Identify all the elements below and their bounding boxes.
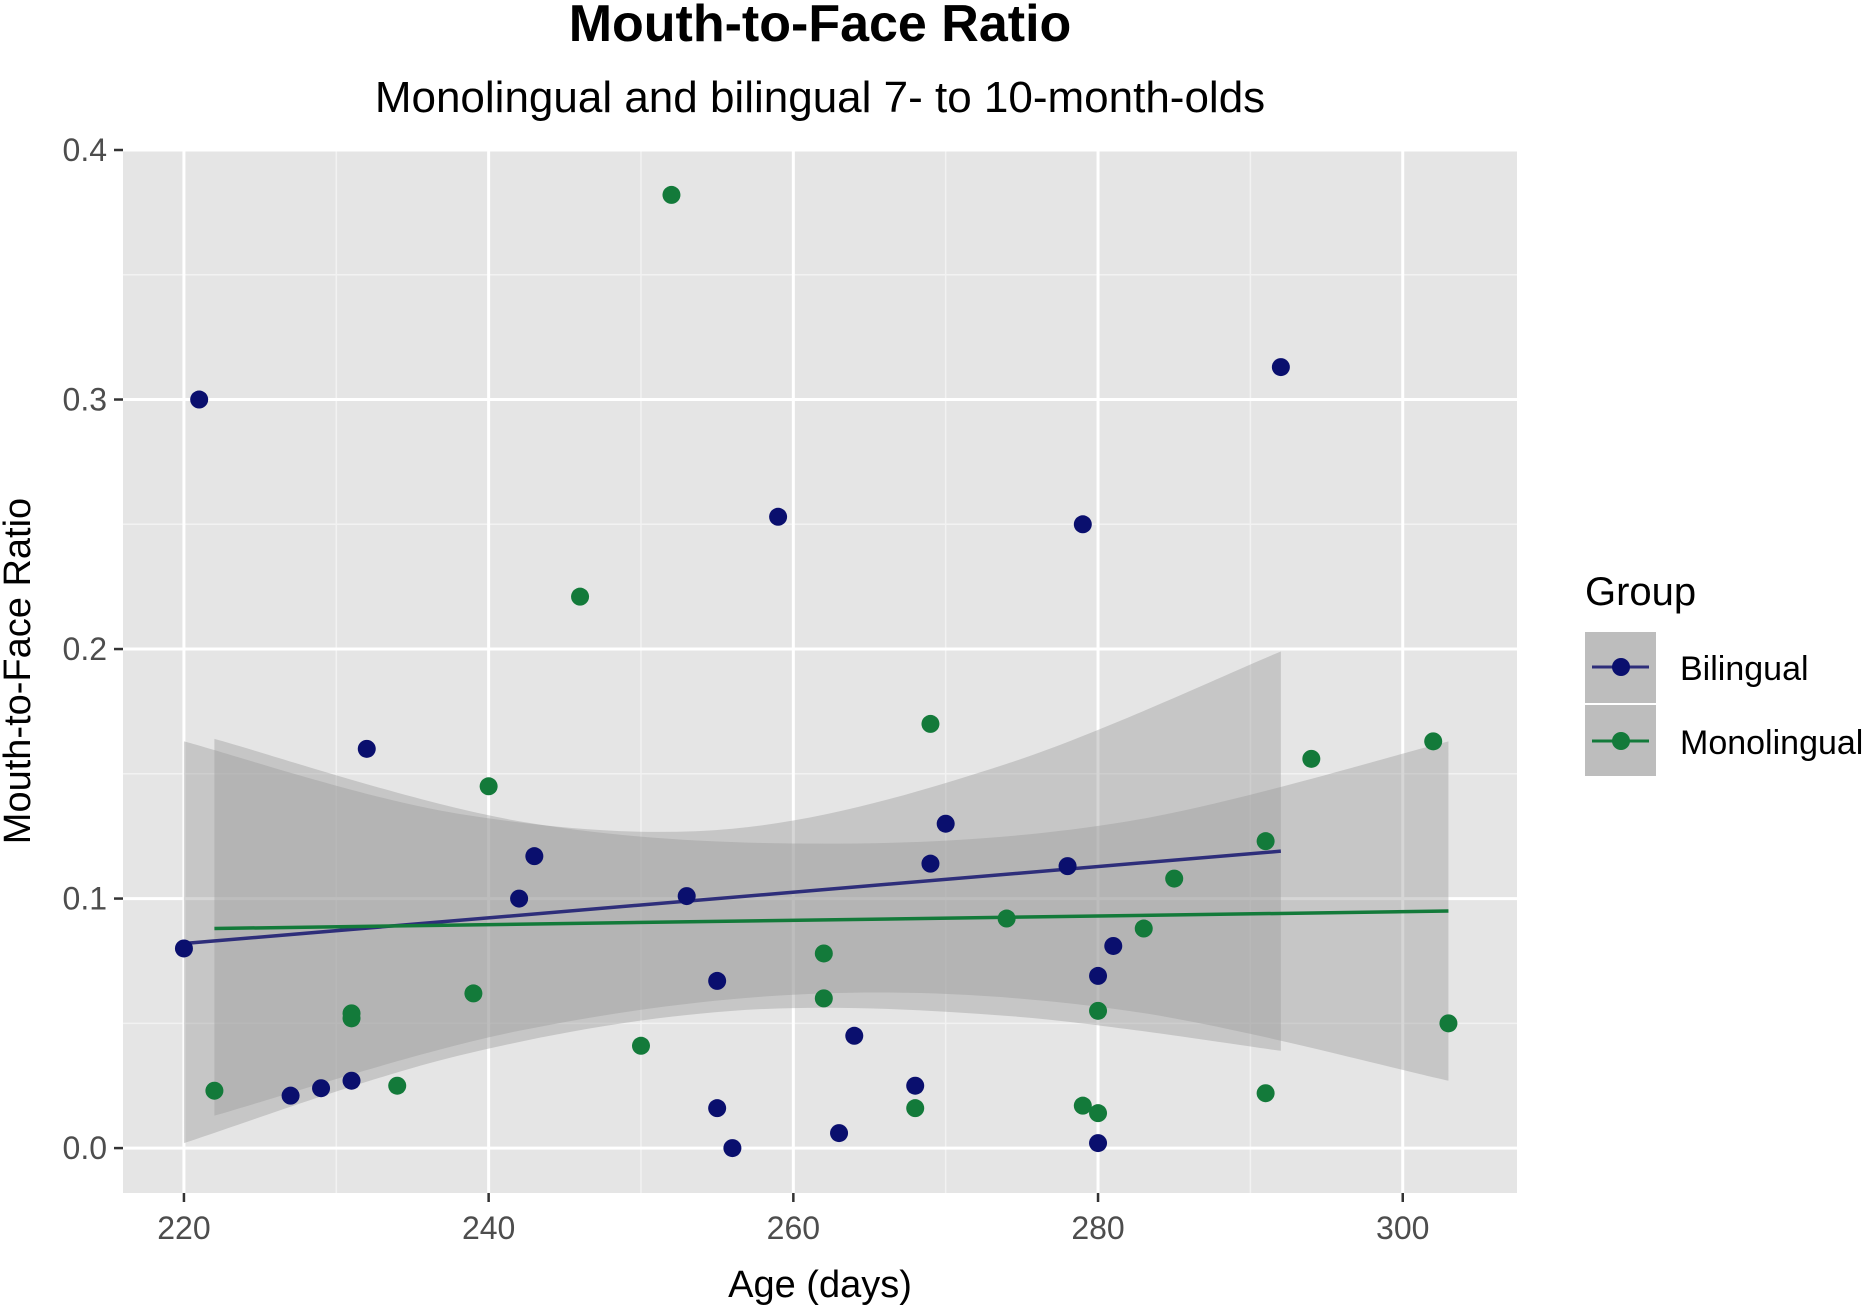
point-monolingual [1089, 1104, 1108, 1123]
point-monolingual [814, 989, 833, 1008]
point-monolingual [205, 1081, 224, 1100]
point-monolingual [662, 185, 681, 204]
point-bilingual [174, 939, 193, 958]
point-monolingual [921, 714, 940, 733]
grid-minor [123, 150, 1517, 1193]
legend-point-monolingual [1612, 732, 1630, 750]
point-bilingual [921, 854, 940, 873]
point-monolingual [464, 984, 483, 1003]
point-bilingual [312, 1079, 331, 1098]
point-bilingual [1073, 515, 1092, 534]
grid-major [123, 148, 1517, 1193]
y-tick-label: 0.2 [63, 631, 107, 667]
legend-item-bilingual: Bilingual [1585, 632, 1809, 703]
point-bilingual [342, 1071, 361, 1090]
legend-point-bilingual [1612, 658, 1630, 676]
point-monolingual [1424, 732, 1443, 751]
legend-label-monolingual: Monolingual [1680, 724, 1863, 762]
point-bilingual [510, 889, 529, 908]
point-bilingual [190, 390, 209, 409]
y-tick-label: 0.0 [63, 1130, 107, 1166]
y-tick-label: 0.4 [63, 132, 107, 168]
chart-subtitle: Monolingual and bilingual 7- to 10-month… [375, 73, 1265, 122]
legend-item-monolingual: Monolingual [1585, 705, 1863, 776]
point-bilingual [936, 814, 955, 833]
point-monolingual [479, 777, 498, 796]
point-bilingual [1089, 966, 1108, 985]
legend-title: Group [1585, 570, 1696, 614]
x-axis-label: Age (days) [728, 1264, 912, 1306]
x-tick-label: 240 [462, 1210, 515, 1246]
ci-band-monolingual [214, 738, 1449, 1116]
point-monolingual [571, 587, 590, 606]
point-monolingual [1089, 1001, 1108, 1020]
data-points [174, 185, 1458, 1158]
legend-label-bilingual: Bilingual [1680, 650, 1809, 688]
fit-lines [183, 849, 1449, 946]
y-tick-label: 0.1 [63, 881, 107, 917]
point-monolingual [1165, 869, 1184, 888]
legend: Group Bilingual Monolingual [1585, 570, 1863, 776]
point-bilingual [845, 1026, 864, 1045]
point-monolingual [1256, 1084, 1275, 1103]
point-bilingual [281, 1086, 300, 1105]
x-tick-label: 260 [767, 1210, 820, 1246]
point-bilingual [830, 1124, 849, 1143]
point-bilingual [677, 887, 696, 906]
x-tick-label: 220 [157, 1210, 210, 1246]
point-bilingual [723, 1139, 742, 1158]
y-tick-label: 0.3 [63, 382, 107, 418]
point-monolingual [1256, 832, 1275, 851]
point-bilingual [525, 847, 544, 866]
point-monolingual [814, 944, 833, 963]
fit-line-monolingual [214, 909, 1449, 931]
point-bilingual [1089, 1134, 1108, 1153]
point-bilingual [906, 1076, 925, 1095]
y-axis-label: Mouth-to-Face Ratio [0, 498, 39, 844]
point-bilingual [769, 507, 788, 526]
point-monolingual [631, 1036, 650, 1055]
point-monolingual [1134, 919, 1153, 938]
point-monolingual [342, 1009, 361, 1028]
point-monolingual [388, 1076, 407, 1095]
chart-title: Mouth-to-Face Ratio [569, 0, 1072, 53]
x-tick-label: 300 [1376, 1210, 1429, 1246]
point-bilingual [1058, 857, 1077, 876]
point-bilingual [1104, 936, 1123, 955]
x-tick-label: 280 [1071, 1210, 1124, 1246]
point-bilingual [708, 971, 727, 990]
point-bilingual [708, 1099, 727, 1118]
point-bilingual [357, 739, 376, 758]
point-monolingual [906, 1099, 925, 1118]
point-bilingual [1271, 358, 1290, 377]
axis-ticks: 220 240 260 280 300 0.0 0.1 0.2 0.3 0.4 [63, 132, 1430, 1246]
point-monolingual [1073, 1096, 1092, 1115]
point-monolingual [1302, 749, 1321, 768]
point-monolingual [1439, 1014, 1458, 1033]
point-monolingual [997, 909, 1016, 928]
